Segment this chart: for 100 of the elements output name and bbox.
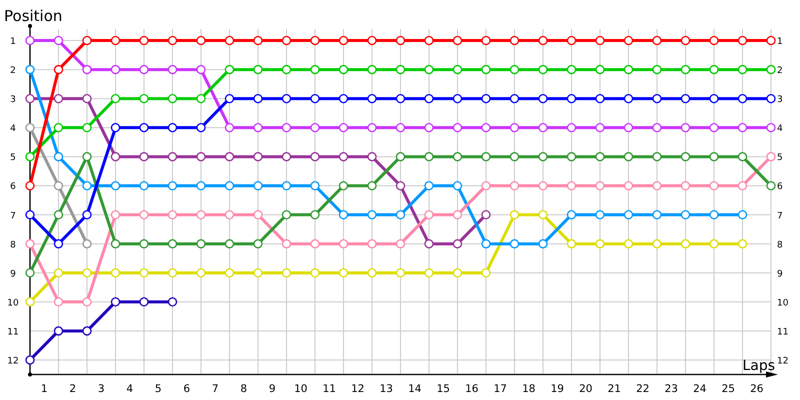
point: [25, 355, 35, 365]
point: [224, 64, 234, 74]
point: [196, 181, 206, 190]
x-tick-label: 10: [294, 383, 308, 395]
y2-tick-label: 2: [777, 66, 783, 76]
point: [652, 239, 662, 248]
y-tick-label: 12: [7, 356, 19, 366]
x-tick-label: 20: [579, 383, 592, 395]
y2-tick-label: 4: [777, 124, 783, 134]
point: [25, 94, 35, 104]
point: [510, 36, 520, 46]
point: [25, 152, 35, 162]
point: [424, 152, 434, 162]
point: [510, 210, 520, 220]
point: [110, 152, 120, 162]
point: [196, 152, 206, 162]
point: [452, 210, 462, 220]
point: [396, 152, 406, 162]
point: [396, 94, 406, 104]
point: [282, 36, 292, 46]
point: [424, 268, 434, 278]
point: [652, 94, 662, 104]
point: [452, 181, 462, 190]
x-tick-label: 25: [722, 383, 735, 395]
point: [709, 181, 719, 190]
point: [310, 181, 320, 190]
y-tick-label: 5: [10, 153, 16, 164]
point: [595, 152, 605, 162]
point: [709, 210, 719, 220]
point: [738, 239, 748, 248]
point: [82, 181, 92, 190]
point: [224, 36, 234, 46]
y-tick-label: 6: [10, 182, 16, 192]
point: [652, 36, 662, 46]
x-tick-label: 15: [436, 383, 450, 395]
point: [709, 152, 719, 162]
point: [54, 326, 64, 336]
x-tick-label: 16: [465, 383, 479, 395]
point: [110, 94, 120, 104]
point: [25, 181, 35, 190]
point: [54, 36, 64, 46]
point: [338, 268, 348, 278]
point: [481, 64, 491, 74]
point: [680, 64, 690, 74]
point: [766, 94, 776, 104]
point: [396, 239, 406, 248]
point: [624, 36, 634, 46]
point: [82, 64, 92, 74]
x-tick-label: 22: [636, 383, 650, 395]
point: [652, 122, 662, 132]
point: [766, 36, 776, 46]
point: [253, 36, 263, 46]
y-axis-title: Position: [4, 7, 62, 25]
point: [338, 36, 348, 46]
point: [110, 210, 120, 220]
point: [310, 210, 320, 220]
point: [282, 94, 292, 104]
point: [367, 36, 377, 46]
point: [595, 64, 605, 74]
point: [310, 36, 320, 46]
point: [224, 152, 234, 162]
point: [139, 268, 149, 278]
point: [624, 239, 634, 248]
point: [54, 268, 64, 278]
point: [224, 268, 234, 278]
point: [624, 122, 634, 132]
point: [139, 152, 149, 162]
point: [196, 36, 206, 46]
point: [54, 94, 64, 104]
y2-tick-label: 10: [777, 298, 789, 308]
point: [82, 210, 92, 220]
point: [680, 181, 690, 190]
point: [367, 268, 377, 278]
point: [139, 122, 149, 132]
point: [82, 268, 92, 278]
point: [452, 268, 462, 278]
point: [624, 181, 634, 190]
point: [310, 239, 320, 248]
point: [110, 268, 120, 278]
x-tick-label: 13: [380, 383, 393, 395]
point: [595, 122, 605, 132]
point: [766, 152, 776, 162]
point: [168, 239, 178, 248]
point: [538, 36, 548, 46]
point: [253, 94, 263, 104]
point: [224, 94, 234, 104]
y2-tick-label: 7: [777, 211, 783, 222]
point: [54, 122, 64, 132]
point: [510, 181, 520, 190]
point: [25, 36, 35, 46]
point: [110, 122, 120, 132]
point: [196, 239, 206, 248]
x-tick-label: 14: [408, 383, 422, 395]
point: [367, 152, 377, 162]
point: [510, 239, 520, 248]
point: [566, 181, 576, 190]
point: [538, 122, 548, 132]
point: [25, 64, 35, 74]
point: [168, 152, 178, 162]
point: [481, 36, 491, 46]
